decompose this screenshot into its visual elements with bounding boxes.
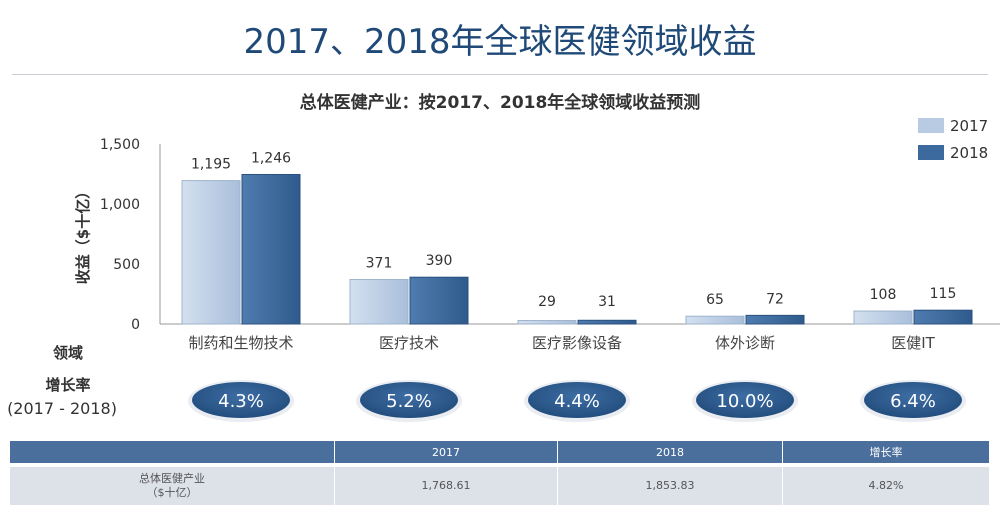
bar-2018 — [745, 314, 805, 325]
title-divider — [12, 74, 988, 75]
data-label: 371 — [366, 255, 393, 271]
table-cell-growth: 4.82% — [783, 467, 990, 505]
bar-2017 — [349, 278, 409, 325]
summary-table: 2017 2018 增长率 总体医健产业 （$十亿） 1,768.61 1,853… — [10, 437, 990, 509]
data-label: 1,195 — [191, 157, 231, 173]
growth-value: 4.4% — [554, 391, 600, 412]
table-header-growth: 增长率 — [783, 441, 990, 463]
table-header-2017: 2017 — [335, 441, 558, 463]
row-label-line2: （$十亿） — [146, 486, 198, 499]
x-tick-label: 医疗影像设备 — [532, 334, 622, 352]
y-tick-label: 0 — [131, 317, 140, 333]
bar-2018 — [409, 276, 469, 325]
growth-value: 5.2% — [386, 391, 432, 412]
row-label-line1: 总体医健产业 — [139, 472, 205, 485]
chart-subtitle: 总体医健产业：按2017、2018年全球领域收益预测 — [299, 93, 701, 113]
table-cell-2017: 1,768.61 — [335, 467, 558, 505]
bar-2018 — [241, 173, 301, 325]
y-tick-label: 500 — [113, 257, 140, 273]
bar-chart: 0 500 1,000 1,500 收益（$十亿） 领域 1,195 1,246 制药和生物技… — [7, 117, 1000, 422]
x-tick-label: 制药和生物技术 — [188, 334, 293, 352]
page-title: 2017、2018年全球医健领域收益 — [243, 22, 757, 62]
data-label: 29 — [538, 294, 556, 310]
table-header-2018: 2018 — [558, 441, 783, 463]
legend-label-2018: 2018 — [950, 144, 988, 162]
y-tick-label: 1,000 — [100, 197, 140, 213]
table-cell-2018: 1,853.83 — [558, 467, 783, 505]
table-row-label: 总体医健产业 （$十亿） — [10, 467, 335, 505]
data-label: 31 — [598, 294, 616, 310]
data-label: 1,246 — [251, 150, 291, 166]
legend-swatch-2018 — [918, 145, 944, 160]
bar-2018 — [577, 319, 637, 325]
x-tick-label: 体外诊断 — [715, 334, 775, 352]
data-label: 115 — [930, 286, 957, 302]
x-axis-label: 领域 — [52, 344, 83, 362]
bar-2017 — [685, 315, 745, 325]
y-tick-label: 1,500 — [100, 137, 140, 153]
data-label: 65 — [706, 292, 724, 308]
data-label: 108 — [870, 287, 897, 303]
growth-value: 10.0% — [716, 391, 773, 412]
growth-label: 增长率 — [45, 376, 90, 394]
growth-badge — [360, 382, 458, 418]
growth-badge — [864, 382, 962, 418]
bar-2017 — [853, 310, 913, 325]
bar-2017 — [517, 320, 577, 325]
x-tick-label: 医疗技术 — [379, 334, 439, 352]
table-row: 总体医健产业 （$十亿） 1,768.61 1,853.83 4.82% — [10, 467, 990, 505]
growth-value: 6.4% — [890, 391, 936, 412]
growth-badge — [192, 382, 290, 418]
growth-badge — [528, 382, 626, 418]
legend-swatch-2017 — [918, 118, 944, 133]
x-tick-label: 医健IT — [891, 334, 935, 352]
growth-period: (2017 - 2018) — [7, 399, 117, 418]
y-axis-label: 收益（$十亿） — [74, 184, 92, 284]
bar-2017 — [181, 180, 241, 325]
growth-value: 4.3% — [218, 391, 264, 412]
growth-badge — [696, 382, 794, 418]
legend-label-2017: 2017 — [950, 117, 988, 135]
table-header-row: 2017 2018 增长率 — [10, 441, 990, 463]
data-label: 390 — [426, 253, 453, 269]
data-label: 72 — [766, 291, 784, 307]
table-header-empty — [10, 441, 335, 463]
bar-2018 — [913, 309, 973, 325]
